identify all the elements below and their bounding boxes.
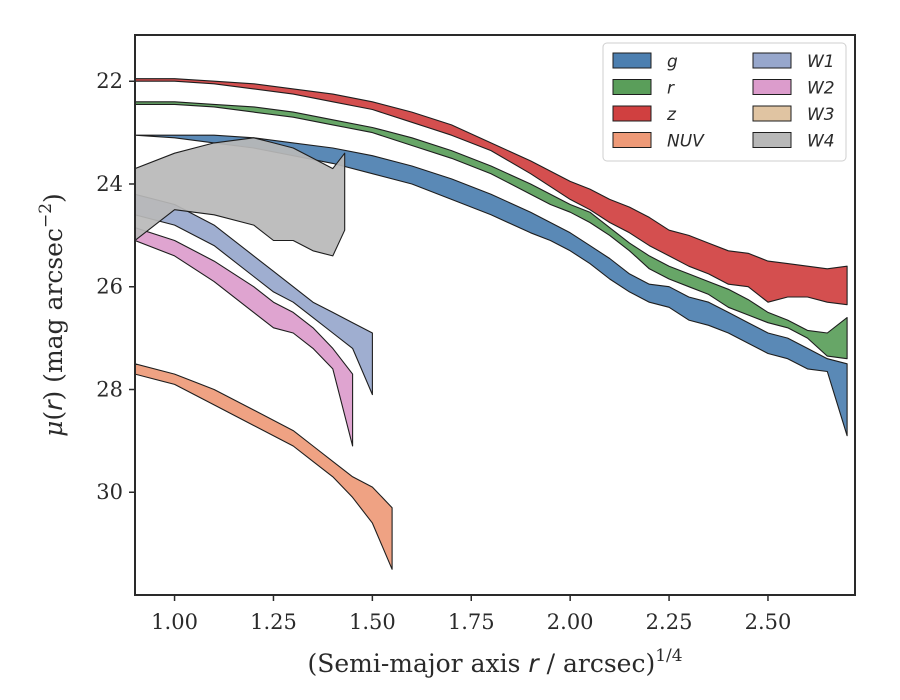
- legend-label-w2: W2: [807, 79, 835, 99]
- band-z: [135, 78, 848, 306]
- legend-swatch-z: [612, 105, 652, 122]
- legend-label-w1: W1: [807, 52, 835, 72]
- legend-swatch-w1: [752, 52, 792, 69]
- band-r: [135, 101, 848, 360]
- y-axis-label: μ(r) (mag arcsec−2): [36, 193, 68, 437]
- y-tick-label: 24: [96, 172, 123, 196]
- x-tick-label: 2.00: [547, 610, 594, 634]
- legend-swatch-w2: [752, 79, 792, 95]
- x-tick-label: 1.50: [349, 610, 396, 634]
- plot-bands: [135, 78, 848, 570]
- legend-label-w4: W4: [807, 132, 835, 152]
- x-tick-label: 2.25: [646, 610, 693, 634]
- legend: grz NUV W1 W2 W3 W4: [602, 42, 847, 162]
- x-axis: 1.00 1.25 1.50 1.75 2.00 2.25 2.50: [151, 595, 791, 634]
- legend-label-g: g: [667, 52, 678, 72]
- x-axis-label: (Semi-major axis r / arcsec)1/4: [307, 646, 682, 678]
- x-tick-label: 1.00: [151, 610, 198, 634]
- y-tick-label: 26: [96, 275, 123, 299]
- legend-label-z: z: [666, 105, 677, 125]
- legend-label-r: r: [667, 79, 675, 99]
- band-w2: [135, 227, 354, 447]
- y-tick-label: 28: [96, 377, 123, 401]
- plot-frame: [134, 34, 856, 596]
- band-w4: [135, 137, 346, 257]
- legend-swatch-w4: [752, 132, 792, 148]
- band-g: [135, 134, 848, 437]
- legend-swatch-g: [612, 52, 652, 69]
- x-tick-label: 2.50: [745, 610, 792, 634]
- legend-label-w3: W3: [807, 105, 835, 125]
- y-axis: 22 24 26 28 30: [96, 69, 135, 504]
- y-tick-label: 30: [96, 480, 123, 504]
- y-tick-label: 22: [96, 69, 123, 93]
- legend-label-nuv: NUV: [667, 132, 705, 152]
- legend-swatch-r: [612, 79, 652, 95]
- legend-swatch-w3: [752, 105, 792, 122]
- x-tick-label: 1.75: [448, 610, 495, 634]
- band-nuv: [135, 363, 393, 570]
- legend-box: [602, 42, 847, 162]
- legend-swatch-nuv: [612, 132, 652, 148]
- x-tick-label: 1.25: [250, 610, 297, 634]
